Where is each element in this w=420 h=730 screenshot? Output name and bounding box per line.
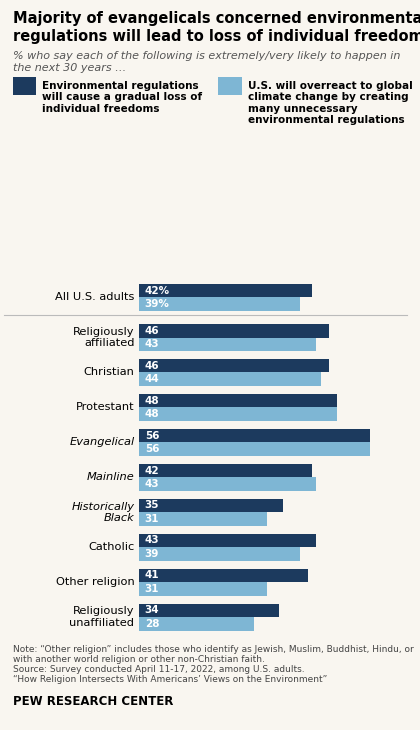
Text: 42%: 42% <box>145 285 170 296</box>
Text: Environmental regulations
will cause a gradual loss of
individual freedoms: Environmental regulations will cause a g… <box>42 81 202 114</box>
Bar <box>139 499 284 512</box>
Bar <box>139 284 312 297</box>
Bar <box>139 359 329 372</box>
Text: 39: 39 <box>145 549 159 559</box>
Bar <box>139 337 316 351</box>
Text: Mainline: Mainline <box>87 472 134 483</box>
Bar <box>139 393 337 407</box>
Bar <box>139 429 370 442</box>
Text: 46: 46 <box>145 326 160 336</box>
Text: 34: 34 <box>145 605 160 615</box>
Text: 39%: 39% <box>145 299 170 310</box>
Text: 28: 28 <box>145 619 159 629</box>
Text: 44: 44 <box>145 374 160 384</box>
Bar <box>139 297 300 311</box>
Bar <box>139 324 329 337</box>
Text: 41: 41 <box>145 570 160 580</box>
Text: Religiously
unaffiliated: Religiously unaffiliated <box>69 607 134 628</box>
Text: Protestant: Protestant <box>76 402 134 412</box>
Bar <box>139 512 267 526</box>
Text: 43: 43 <box>145 479 160 489</box>
Text: Note: “Other religion” includes those who identify as Jewish, Muslim, Buddhist, : Note: “Other religion” includes those wh… <box>13 645 413 653</box>
Bar <box>139 407 337 421</box>
Text: 48: 48 <box>145 396 160 406</box>
Text: U.S. will overreact to global
climate change by creating
many unnecessary
enviro: U.S. will overreact to global climate ch… <box>248 81 412 126</box>
Bar <box>139 569 308 583</box>
Text: PEW RESEARCH CENTER: PEW RESEARCH CENTER <box>13 695 173 708</box>
Text: 31: 31 <box>145 584 159 594</box>
Text: 56: 56 <box>145 445 159 454</box>
Bar <box>139 442 370 456</box>
Bar <box>139 477 316 491</box>
Text: Source: Survey conducted April 11-17, 2022, among U.S. adults.: Source: Survey conducted April 11-17, 20… <box>13 665 304 674</box>
Text: 48: 48 <box>145 410 160 419</box>
Text: 56: 56 <box>145 431 159 441</box>
Bar <box>139 583 267 596</box>
Text: Historically
Black: Historically Black <box>71 502 134 523</box>
Bar <box>139 604 279 617</box>
Text: with another world religion or other non-Christian faith.: with another world religion or other non… <box>13 655 265 664</box>
Text: 31: 31 <box>145 514 159 524</box>
Text: 43: 43 <box>145 535 160 545</box>
Text: Other religion: Other religion <box>56 577 134 587</box>
Text: Majority of evangelicals concerned environmental: Majority of evangelicals concerned envir… <box>13 11 420 26</box>
Text: Evangelical: Evangelical <box>69 437 134 447</box>
Text: 46: 46 <box>145 361 160 371</box>
Text: Catholic: Catholic <box>88 542 134 553</box>
Bar <box>139 372 320 386</box>
Bar <box>139 617 255 631</box>
Text: All U.S. adults: All U.S. adults <box>55 293 134 302</box>
Text: “How Religion Intersects With Americans’ Views on the Environment”: “How Religion Intersects With Americans’… <box>13 675 327 684</box>
Text: 35: 35 <box>145 501 159 510</box>
Text: Religiously
affiliated: Religiously affiliated <box>73 327 134 348</box>
Text: % who say each of the following is extremely/very likely to happen in
the next 3: % who say each of the following is extre… <box>13 51 400 73</box>
Text: 42: 42 <box>145 466 160 475</box>
Bar <box>139 548 300 561</box>
Bar <box>139 464 312 477</box>
Bar <box>139 534 316 548</box>
Text: Christian: Christian <box>84 367 134 377</box>
Text: regulations will lead to loss of individual freedoms: regulations will lead to loss of individ… <box>13 29 420 45</box>
Text: 43: 43 <box>145 339 160 350</box>
